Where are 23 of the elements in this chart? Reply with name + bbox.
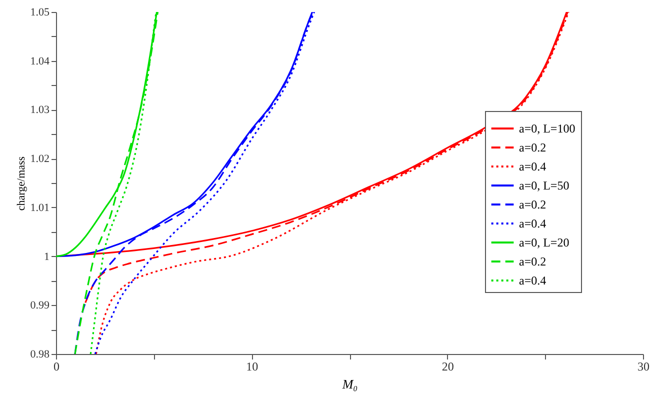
legend-label: a=0, L=50 [519,178,570,192]
legend-label: a=0.4 [519,160,546,174]
legend-label: a=0.4 [519,216,546,230]
y-tick-label: 1.01 [30,202,50,214]
legend-label: a=0.2 [519,254,546,268]
x-tick-label: 10 [246,360,258,374]
y-tick-label: 1 [44,250,50,263]
y-tick-label: 0.99 [30,300,50,312]
legend-label: a=0, L=20 [519,236,570,250]
x-tick-label: 20 [442,360,454,374]
y-axis-title: charge/mass [15,156,28,211]
legend-label: a=0, L=100 [519,122,576,136]
y-tick-label: 1.04 [30,55,50,68]
legend-label: a=0.4 [519,274,546,288]
y-tick-label: 1.02 [30,153,50,166]
y-tick-label: 1.03 [30,104,50,116]
y-tick-label: 1.05 [30,6,50,18]
legend-label: a=0.2 [519,198,546,212]
x-tick-label: 30 [638,360,650,374]
y-tick-label: 0.98 [30,348,50,360]
x-tick-label: 0 [54,360,60,374]
x-axis-title: M₀ [341,376,358,392]
legend-label: a=0.2 [519,140,546,154]
